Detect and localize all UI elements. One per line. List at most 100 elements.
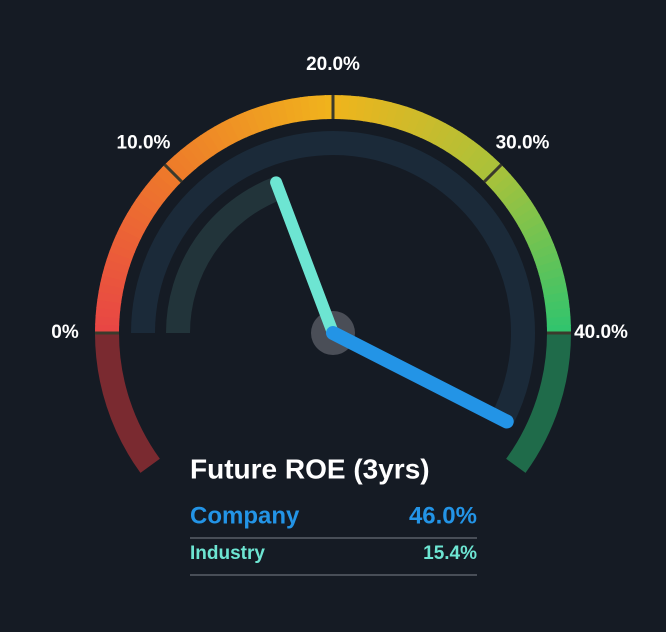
gauge-band: [419, 115, 439, 142]
gauge-band: [140, 185, 166, 208]
needle: [270, 176, 339, 339]
gauge-band: [536, 259, 563, 276]
gauge-band: [491, 173, 517, 197]
gauge-band: [126, 205, 153, 227]
gauge-band: [97, 290, 123, 304]
tick-label: 10.0%: [117, 133, 171, 154]
gauge-band: [214, 122, 234, 148]
gauge-band: [545, 308, 571, 320]
gauge-band: [510, 199, 536, 221]
gauge-band: [391, 104, 408, 130]
gauge-band: [446, 131, 468, 157]
gauge-band: [180, 144, 203, 170]
tick-mark: [163, 163, 183, 183]
gauge-band: [109, 242, 136, 260]
gauge-band: [452, 135, 474, 161]
gauge-band: [104, 258, 130, 275]
gauge-band: [406, 109, 424, 136]
gauge-band: [193, 134, 215, 160]
gauge-band: [464, 145, 487, 170]
gauge-band: [525, 228, 551, 248]
gauge-band: [413, 112, 431, 138]
gauge-band: [377, 100, 392, 126]
gauge-band: [267, 101, 283, 128]
gauge-band: [291, 97, 305, 123]
legend-name: Industry: [190, 543, 265, 564]
gauge-band: [243, 108, 261, 135]
gauge-band: [540, 275, 567, 290]
gauge-band: [299, 96, 312, 122]
gauge-band: [283, 98, 297, 124]
gauge-band: [96, 298, 122, 311]
gauge-band: [370, 98, 384, 124]
gauge-band: [221, 118, 241, 145]
gauge-band: [531, 243, 558, 261]
gauge-band: [543, 291, 569, 305]
gauge-band: [102, 266, 128, 282]
gauge-band: [496, 180, 522, 203]
gauge-band: [112, 235, 138, 253]
tick-label: 30.0%: [496, 133, 550, 154]
gauge-band: [95, 306, 121, 319]
gauge-band: [100, 274, 126, 289]
legend-name: Company: [190, 502, 300, 529]
value-track: [166, 176, 283, 334]
gauge-band: [426, 119, 446, 145]
gauge-band: [135, 192, 161, 214]
tick-label: 40.0%: [574, 322, 628, 343]
chart-title: Future ROE (3yrs): [190, 453, 430, 484]
gauge-band: [275, 99, 290, 126]
gauge-band: [199, 130, 221, 156]
gauge-band: [98, 282, 124, 296]
gauge-band: [514, 206, 540, 228]
gauge-band: [538, 267, 565, 283]
tick-label: 0%: [51, 322, 79, 343]
value-track: [131, 131, 535, 425]
gauge-band: [251, 106, 268, 132]
gauge-band: [528, 236, 555, 254]
gauge-band: [167, 155, 191, 180]
gauge-band: [186, 139, 209, 165]
gauge-band: [506, 193, 532, 215]
gauge-band-high: [506, 332, 571, 473]
gauge-band: [486, 167, 511, 191]
gauge-band: [145, 179, 170, 202]
gauge-band: [476, 156, 500, 180]
gauge-band: [119, 220, 145, 240]
gauge-band: [384, 102, 400, 128]
gauge-band: [308, 95, 320, 121]
legend-value: 46.0%: [409, 502, 477, 529]
gauge-band: [115, 227, 142, 247]
gauge-band: [534, 251, 560, 268]
gauge-band: [439, 126, 461, 153]
gauge-band: [521, 221, 548, 241]
gauge-band: [131, 198, 157, 220]
gauge-band: [156, 166, 180, 190]
gauge-band: [501, 186, 527, 209]
gauge-band: [458, 140, 481, 166]
gauge-band: [399, 106, 416, 133]
gauge-band: [355, 96, 368, 122]
gauge-band: [362, 97, 376, 123]
gauge-band: [544, 299, 570, 312]
tick-mark: [483, 163, 503, 183]
gauge-band: [236, 111, 254, 138]
gauge-band: [106, 250, 133, 267]
legend-value: 15.4%: [423, 543, 477, 564]
gauge-band: [518, 214, 544, 234]
gauge-band: [228, 115, 248, 141]
gauge-band: [206, 126, 228, 152]
gauge-band: [347, 95, 360, 121]
tick-label: 20.0%: [306, 54, 360, 75]
gauge-band: [173, 149, 197, 175]
gauge-band: [433, 122, 454, 149]
gauge-band: [542, 283, 568, 297]
needle: [326, 326, 514, 429]
gauge-band: [150, 172, 175, 196]
gauge-band: [122, 212, 149, 233]
gauge-band-low: [95, 332, 160, 473]
gauge-band: [470, 150, 494, 175]
gauge-band: [259, 103, 276, 130]
